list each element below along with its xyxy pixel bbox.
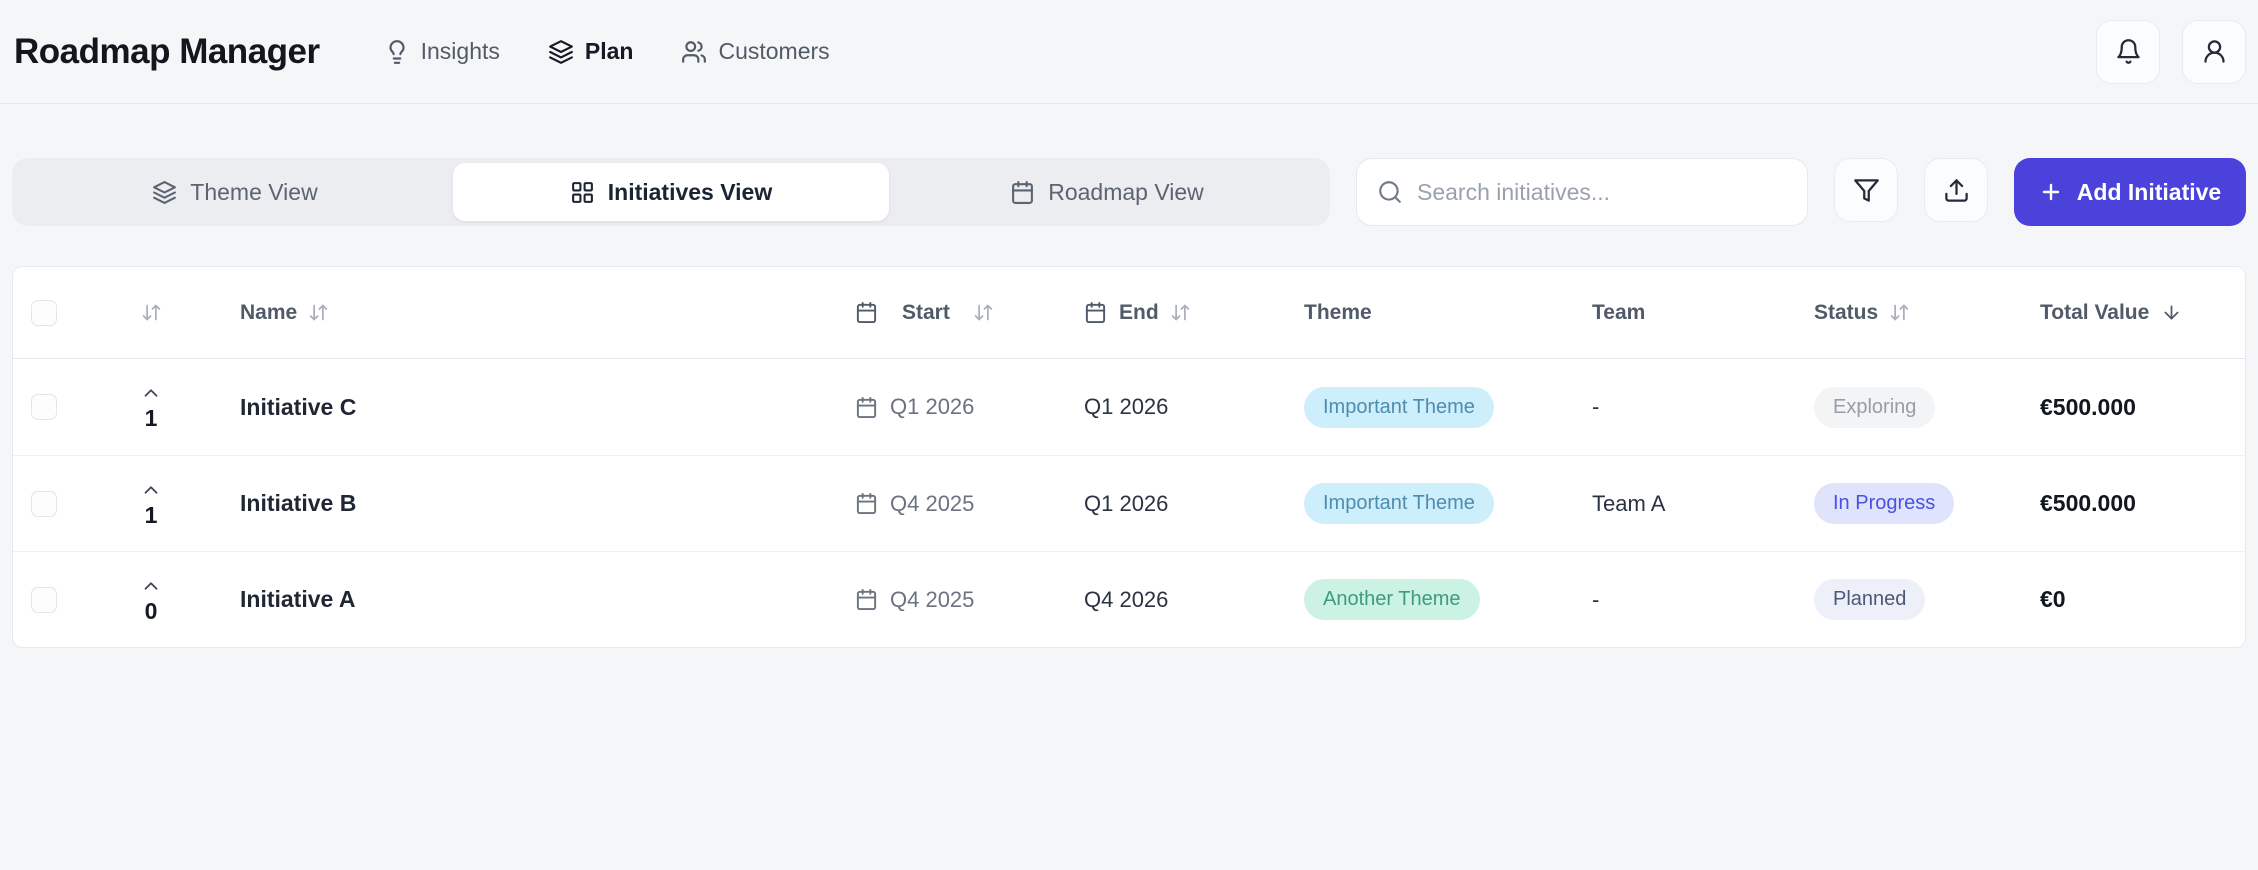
vote-count: 0 — [144, 597, 158, 624]
export-button[interactable] — [1924, 158, 1988, 222]
table-header-row: Name Start End Theme Team Sta — [13, 267, 2245, 359]
votes-sort-icon[interactable] — [141, 302, 162, 323]
users-icon — [681, 39, 707, 65]
vote-count: 1 — [144, 405, 158, 431]
main-nav: Insights Plan Customers — [384, 38, 830, 65]
theme-badge: Important Theme — [1304, 386, 1494, 428]
table-row[interactable]: 1 Initiative B Q4 2025 Q1 2026 Important… — [13, 455, 2245, 551]
initiatives-table: Name Start End Theme Team Sta — [12, 266, 2246, 648]
vote-control: 0 — [140, 575, 162, 625]
lightbulb-icon — [384, 39, 410, 65]
column-header-start[interactable]: Start — [902, 300, 950, 324]
search-input[interactable] — [1417, 178, 1789, 206]
total-value-cell: €500.000 — [2040, 490, 2136, 516]
sort-icon[interactable] — [1170, 302, 1191, 323]
select-all-checkbox[interactable] — [31, 299, 57, 326]
view-switcher: Theme View Initiatives View Roadmap View — [12, 158, 1330, 226]
layers-icon — [152, 180, 177, 205]
chevron-up-icon[interactable] — [140, 382, 162, 404]
row-checkbox[interactable] — [31, 490, 57, 517]
status-badge: Planned — [1814, 579, 1926, 620]
calendar-icon — [1010, 180, 1035, 205]
start-date: Q1 2026 — [890, 394, 975, 419]
search-icon — [1377, 179, 1403, 205]
column-header-team: Team — [1592, 300, 1646, 324]
end-date: Q4 2026 — [1084, 586, 1169, 612]
calendar-icon — [855, 588, 878, 611]
vote-control: 1 — [140, 382, 162, 432]
notifications-button[interactable] — [2096, 19, 2160, 84]
tab-initiatives-view[interactable]: Initiatives View — [453, 163, 889, 221]
chevron-up-icon[interactable] — [140, 479, 162, 501]
column-header-end[interactable]: End — [1119, 300, 1159, 324]
arrow-down-icon[interactable] — [2161, 302, 2182, 323]
column-header-total-value[interactable]: Total Value — [2040, 300, 2150, 324]
tab-roadmap-view[interactable]: Roadmap View — [889, 163, 1325, 221]
app-header: Roadmap Manager Insights Plan Customers — [0, 0, 2258, 104]
nav-item-label: Plan — [584, 38, 634, 64]
chevron-up-icon[interactable] — [140, 575, 162, 597]
initiative-name[interactable]: Initiative C — [240, 393, 357, 420]
toolbar: Theme View Initiatives View Roadmap View — [12, 158, 2246, 226]
nav-item-label: Insights — [420, 38, 500, 64]
team-cell: - — [1592, 394, 1600, 419]
calendar-icon — [1084, 301, 1107, 324]
layers-icon — [548, 39, 574, 65]
initiative-name[interactable]: Initiative A — [240, 586, 356, 612]
tab-theme-view[interactable]: Theme View — [17, 163, 453, 221]
nav-item-insights[interactable]: Insights — [384, 38, 500, 65]
user-icon — [2201, 38, 2228, 65]
calendar-icon — [855, 396, 878, 419]
end-date: Q1 2026 — [1084, 394, 1169, 419]
status-badge: Exploring — [1814, 386, 1936, 428]
vote-count: 1 — [144, 501, 158, 528]
page-title: Roadmap Manager — [14, 31, 320, 71]
theme-badge: Important Theme — [1304, 483, 1494, 524]
row-checkbox[interactable] — [31, 394, 57, 420]
add-initiative-label: Add Initiative — [2076, 178, 2222, 205]
nav-item-label: Customers — [718, 38, 830, 64]
filter-button[interactable] — [1834, 158, 1898, 222]
sort-icon[interactable] — [973, 302, 994, 323]
team-cell: - — [1592, 586, 1600, 612]
start-date: Q4 2025 — [890, 490, 975, 516]
start-date: Q4 2025 — [890, 586, 975, 612]
initiative-name[interactable]: Initiative B — [240, 490, 357, 516]
filter-icon — [1853, 177, 1880, 204]
calendar-icon — [855, 301, 878, 324]
grid-icon — [570, 180, 595, 205]
bell-icon — [2115, 38, 2142, 65]
tab-label: Theme View — [190, 178, 318, 205]
total-value-cell: €0 — [2040, 586, 2066, 612]
end-date: Q1 2026 — [1084, 490, 1169, 516]
row-checkbox[interactable] — [31, 586, 57, 613]
table-row[interactable]: 1 Initiative C Q1 2026 Q1 2026 Important… — [13, 359, 2245, 455]
theme-badge: Another Theme — [1304, 579, 1480, 620]
search-box — [1356, 158, 1808, 226]
plus-icon — [2039, 180, 2063, 204]
status-badge: In Progress — [1814, 483, 1955, 524]
nav-item-plan[interactable]: Plan — [548, 38, 634, 65]
tab-label: Initiatives View — [607, 178, 773, 205]
total-value-cell: €500.000 — [2040, 393, 2136, 420]
nav-item-customers[interactable]: Customers — [681, 38, 830, 65]
upload-icon — [1943, 177, 1970, 204]
column-header-name[interactable]: Name — [240, 300, 298, 324]
column-header-status[interactable]: Status — [1814, 300, 1879, 324]
team-cell: Team A — [1592, 490, 1666, 516]
sort-icon[interactable] — [1889, 302, 1910, 323]
table-row[interactable]: 0 Initiative A Q4 2025 Q4 2026 Another T… — [13, 551, 2245, 647]
vote-control: 1 — [140, 479, 162, 529]
calendar-icon — [855, 492, 878, 515]
add-initiative-button[interactable]: Add Initiative — [2014, 158, 2246, 226]
sort-icon[interactable] — [308, 302, 329, 323]
header-actions — [2096, 19, 2246, 84]
profile-button[interactable] — [2182, 19, 2246, 84]
tab-label: Roadmap View — [1048, 178, 1204, 205]
column-header-theme: Theme — [1304, 300, 1372, 324]
